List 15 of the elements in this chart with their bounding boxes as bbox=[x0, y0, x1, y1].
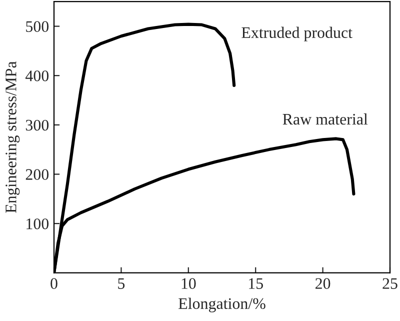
y-axis-title: Engineering stress/MPa bbox=[6, 61, 20, 213]
x-tick-label: 5 bbox=[118, 278, 125, 289]
series-label: Raw material bbox=[282, 113, 368, 125]
x-tick-label: 25 bbox=[382, 278, 398, 289]
y-tick-label: 100 bbox=[26, 218, 49, 230]
y-tick-label: 400 bbox=[25, 70, 49, 82]
y-tick-label: 200 bbox=[26, 169, 49, 180]
x-tick-label: 0 bbox=[50, 278, 58, 289]
series-label: Extruded product bbox=[242, 26, 352, 42]
y-tick-label: 300 bbox=[26, 120, 49, 131]
x-tick-label: 10 bbox=[182, 278, 196, 289]
y-tick-label: 500 bbox=[26, 21, 49, 32]
x-tick-label: 20 bbox=[316, 278, 330, 289]
x-axis-title: Elongation/% bbox=[178, 298, 266, 312]
x-tick-label: 15 bbox=[249, 278, 263, 289]
